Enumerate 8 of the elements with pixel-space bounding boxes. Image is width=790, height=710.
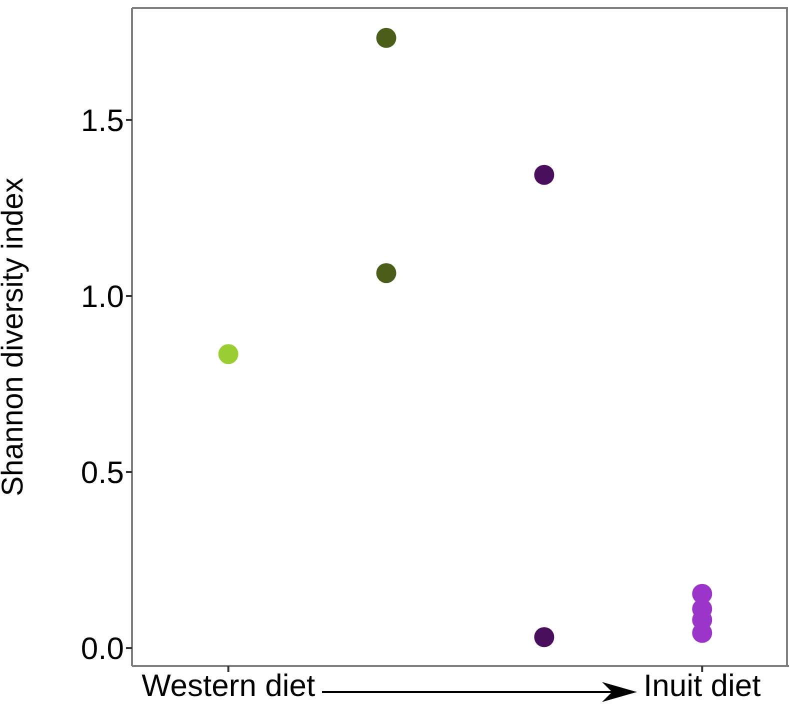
y-tick-label: 0.0 xyxy=(80,631,124,666)
y-tick-label: 1.5 xyxy=(80,102,124,138)
y-tick-label: 1.0 xyxy=(80,278,124,314)
y-tick-label: 0.5 xyxy=(80,455,124,490)
y-axis-title: Shannon diversity index xyxy=(0,178,30,496)
x-tick-label: Inuit diet xyxy=(644,668,762,704)
x-tick-label: Western diet xyxy=(142,668,316,704)
point xyxy=(218,344,238,364)
